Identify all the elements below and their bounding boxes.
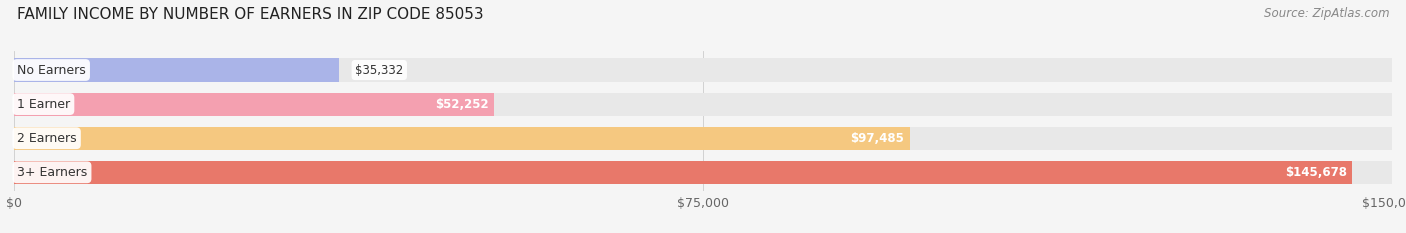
Bar: [14, 161, 1392, 184]
Text: FAMILY INCOME BY NUMBER OF EARNERS IN ZIP CODE 85053: FAMILY INCOME BY NUMBER OF EARNERS IN ZI…: [17, 7, 484, 22]
Text: $97,485: $97,485: [851, 132, 904, 145]
Text: 1 Earner: 1 Earner: [17, 98, 70, 111]
Bar: [14, 58, 339, 82]
Bar: [14, 58, 1392, 82]
Text: $52,252: $52,252: [434, 98, 488, 111]
Text: Source: ZipAtlas.com: Source: ZipAtlas.com: [1264, 7, 1389, 20]
Bar: [14, 93, 1392, 116]
Text: $35,332: $35,332: [356, 64, 404, 76]
Text: $145,678: $145,678: [1285, 166, 1347, 179]
Text: 2 Earners: 2 Earners: [17, 132, 76, 145]
Text: 3+ Earners: 3+ Earners: [17, 166, 87, 179]
Bar: [14, 127, 1392, 150]
Text: No Earners: No Earners: [17, 64, 86, 76]
Bar: [14, 93, 494, 116]
Bar: [14, 161, 1353, 184]
Bar: [14, 127, 910, 150]
